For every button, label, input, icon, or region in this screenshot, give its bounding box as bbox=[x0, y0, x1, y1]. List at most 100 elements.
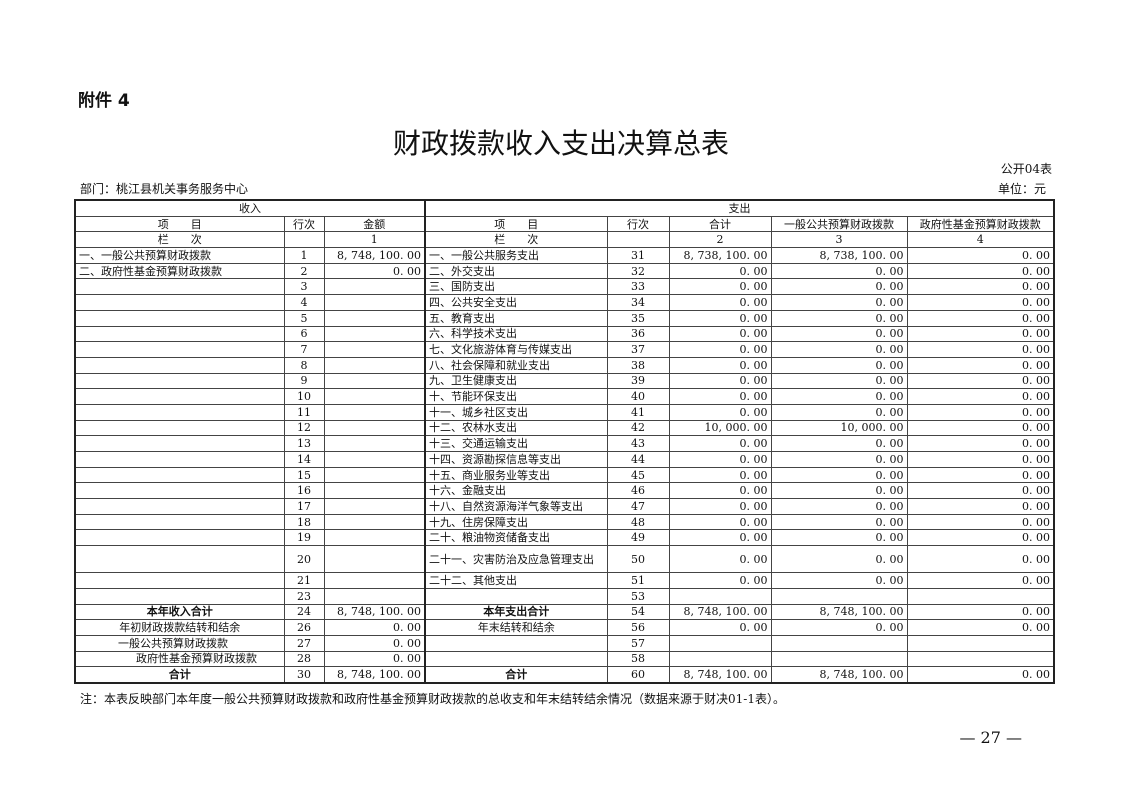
total-header: 合计 bbox=[668, 215, 772, 233]
expense-item bbox=[424, 587, 608, 605]
general-budget-amount: 0. 00 bbox=[770, 403, 908, 421]
income-amount: 0. 00 bbox=[323, 634, 426, 652]
table-row: 15 十五、商业服务业等支出 45 0. 00 0. 00 0. 00 bbox=[74, 466, 1055, 484]
general-budget-amount: 0. 00 bbox=[770, 262, 908, 280]
col-label: 栏 次 bbox=[424, 231, 608, 249]
income-item bbox=[74, 294, 285, 311]
expense-line: 40 bbox=[606, 388, 670, 405]
budget-table: 收入 支出 项 目 行次 金额 项 目 行次 合计 一般公共预算财政拨款 政府性… bbox=[74, 199, 1055, 684]
header-row-index: 栏 次 1 栏 次 2 3 4 bbox=[74, 231, 1055, 249]
income-line: 8 bbox=[283, 356, 325, 374]
income-line: 18 bbox=[283, 513, 325, 531]
fund-budget-amount: 0. 00 bbox=[906, 619, 1055, 636]
total-amount: 0. 00 bbox=[668, 619, 772, 636]
general-budget-amount: 0. 00 bbox=[770, 498, 908, 515]
attachment-label: 附件 4 bbox=[78, 91, 130, 111]
expense-line-header: 行次 bbox=[606, 215, 670, 233]
income-item: 一、一般公共预算财政拨款 bbox=[74, 247, 285, 264]
income-item bbox=[74, 498, 285, 515]
total-amount: 0. 00 bbox=[668, 278, 772, 296]
expense-item: 一、一般公共服务支出 bbox=[424, 247, 608, 264]
expense-item: 十六、金融支出 bbox=[424, 482, 608, 500]
general-budget-amount: 0. 00 bbox=[770, 325, 908, 343]
income-amount: 8, 748, 100. 00 bbox=[323, 247, 426, 264]
expense-line: 36 bbox=[606, 325, 670, 343]
income-amount: 8, 748, 100. 00 bbox=[323, 666, 426, 684]
total-amount bbox=[668, 587, 772, 605]
expense-item: 十五、商业服务业等支出 bbox=[424, 466, 608, 484]
income-line: 26 bbox=[283, 619, 325, 636]
general-budget-amount: 0. 00 bbox=[770, 388, 908, 405]
expense-line: 60 bbox=[606, 666, 670, 684]
general-budget-amount: 0. 00 bbox=[770, 278, 908, 296]
expense-item: 本年支出合计 bbox=[424, 603, 608, 621]
total-amount: 10, 000. 00 bbox=[668, 419, 772, 437]
total-amount: 0. 00 bbox=[668, 545, 772, 574]
income-amount bbox=[323, 309, 426, 327]
general-budget-amount bbox=[770, 587, 908, 605]
income-item bbox=[74, 372, 285, 390]
income-amount bbox=[323, 498, 426, 515]
general-budget-amount: 0. 00 bbox=[770, 356, 908, 374]
total-amount: 0. 00 bbox=[668, 498, 772, 515]
table-row: 13 十三、交通运输支出 43 0. 00 0. 00 0. 00 bbox=[74, 435, 1055, 452]
total-amount: 0. 00 bbox=[668, 294, 772, 311]
expense-item-header: 项 目 bbox=[424, 215, 608, 233]
col-index-1: 1 bbox=[323, 231, 426, 249]
fund-budget-amount bbox=[906, 650, 1055, 668]
unit-label: 单位：元 bbox=[997, 182, 1046, 196]
expense-item: 十九、住房保障支出 bbox=[424, 513, 608, 531]
income-item: 政府性基金预算财政拨款 bbox=[74, 650, 285, 668]
fund-budget-amount: 0. 00 bbox=[906, 513, 1055, 531]
fund-budget-amount: 0. 00 bbox=[906, 498, 1055, 515]
income-amount bbox=[323, 529, 426, 547]
income-line: 28 bbox=[283, 650, 325, 668]
table-row: 11 十一、城乡社区支出 41 0. 00 0. 00 0. 00 bbox=[74, 403, 1055, 421]
income-item bbox=[74, 482, 285, 500]
income-line: 10 bbox=[283, 388, 325, 405]
general-budget-amount: 0. 00 bbox=[770, 513, 908, 531]
expense-item bbox=[424, 634, 608, 652]
income-item: 年初财政拨款结转和结余 bbox=[74, 619, 285, 636]
expense-line: 51 bbox=[606, 572, 670, 589]
header-row-section: 收入 支出 bbox=[74, 199, 1055, 217]
fund-budget-amount: 0. 00 bbox=[906, 482, 1055, 500]
income-item: 本年收入合计 bbox=[74, 603, 285, 621]
income-amount bbox=[323, 466, 426, 484]
total-amount: 0. 00 bbox=[668, 388, 772, 405]
total-amount: 0. 00 bbox=[668, 513, 772, 531]
income-line: 5 bbox=[283, 309, 325, 327]
col-label: 栏 次 bbox=[74, 231, 285, 249]
income-item bbox=[74, 388, 285, 405]
fund-budget-amount: 0. 00 bbox=[906, 451, 1055, 468]
expense-item: 五、教育支出 bbox=[424, 309, 608, 327]
general-budget-amount: 0. 00 bbox=[770, 451, 908, 468]
table-row: 政府性基金预算财政拨款 28 0. 00 58 bbox=[74, 650, 1055, 668]
income-item bbox=[74, 529, 285, 547]
total-amount bbox=[668, 650, 772, 668]
table-row: 16 十六、金融支出 46 0. 00 0. 00 0. 00 bbox=[74, 482, 1055, 500]
income-item: 合计 bbox=[74, 666, 285, 684]
general-budget-amount: 0. 00 bbox=[770, 341, 908, 358]
table-row: 3 三、国防支出 33 0. 00 0. 00 0. 00 bbox=[74, 278, 1055, 296]
fund-budget-amount: 0. 00 bbox=[906, 341, 1055, 358]
fund-budget-amount: 0. 00 bbox=[906, 309, 1055, 327]
expense-item: 八、社会保障和就业支出 bbox=[424, 356, 608, 374]
general-budget-amount: 0. 00 bbox=[770, 482, 908, 500]
expense-item: 二十一、灾害防治及应急管理支出 bbox=[424, 545, 608, 574]
table-row: 10 十、节能环保支出 40 0. 00 0. 00 0. 00 bbox=[74, 388, 1055, 405]
fund-budget-amount: 0. 00 bbox=[906, 529, 1055, 547]
expense-line: 42 bbox=[606, 419, 670, 437]
fund-budget-amount: 0. 00 bbox=[906, 278, 1055, 296]
general-budget-amount: 8, 738, 100. 00 bbox=[770, 247, 908, 264]
total-amount: 0. 00 bbox=[668, 482, 772, 500]
table-row: 4 四、公共安全支出 34 0. 00 0. 00 0. 00 bbox=[74, 294, 1055, 311]
income-item bbox=[74, 451, 285, 468]
expense-line: 34 bbox=[606, 294, 670, 311]
income-item bbox=[74, 278, 285, 296]
income-item bbox=[74, 587, 285, 605]
total-amount: 0. 00 bbox=[668, 372, 772, 390]
income-amount: 0. 00 bbox=[323, 650, 426, 668]
fund-budget-amount bbox=[906, 587, 1055, 605]
